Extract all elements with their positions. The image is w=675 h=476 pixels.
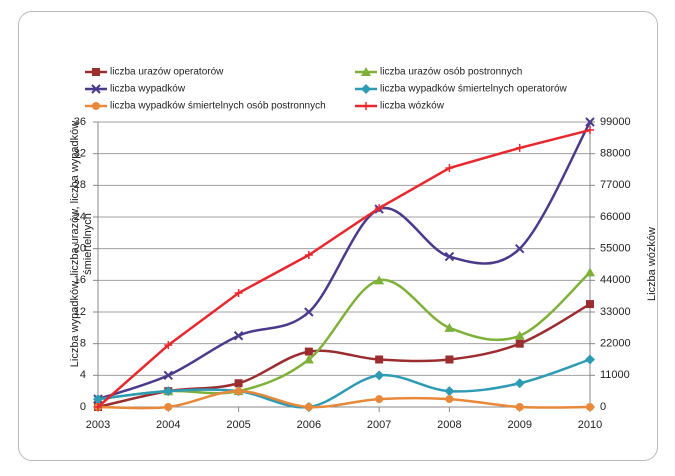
marker bbox=[586, 403, 594, 411]
legend-marker bbox=[362, 102, 370, 110]
marker bbox=[233, 331, 244, 341]
x-tick-label: 2005 bbox=[226, 419, 250, 431]
y-tick-label: 28 bbox=[74, 179, 86, 191]
marker bbox=[234, 289, 243, 297]
y2-tick-label: 77000 bbox=[600, 179, 631, 191]
x-tick-label: 2003 bbox=[86, 419, 110, 431]
marker bbox=[375, 355, 384, 364]
y2-tick-label: 0 bbox=[600, 401, 606, 413]
y-tick-label: 12 bbox=[74, 306, 86, 318]
marker bbox=[514, 378, 525, 389]
y2-tick-label: 88000 bbox=[600, 148, 631, 160]
series bbox=[94, 126, 594, 411]
y2-axis-label: Liczba wózków bbox=[646, 227, 658, 301]
marker bbox=[304, 347, 313, 356]
x-tick-label: 2010 bbox=[578, 419, 602, 431]
marker bbox=[234, 379, 243, 388]
marker bbox=[304, 307, 314, 317]
y2-tick-label: 22000 bbox=[600, 338, 631, 350]
marker bbox=[374, 370, 385, 381]
series-line bbox=[97, 389, 591, 410]
marker bbox=[304, 251, 313, 259]
y-tick-label: 20 bbox=[74, 243, 86, 255]
marker bbox=[303, 354, 314, 364]
y2-tick-label: 66000 bbox=[600, 211, 631, 223]
x-tick-label: 2004 bbox=[156, 419, 180, 431]
marker bbox=[234, 387, 243, 396]
marker bbox=[164, 341, 173, 350]
marker bbox=[163, 370, 173, 381]
y-tick-label: 0 bbox=[80, 401, 86, 413]
frame bbox=[18, 11, 658, 461]
marker bbox=[515, 143, 524, 152]
y2-tick-label: 44000 bbox=[600, 274, 631, 286]
marker bbox=[585, 354, 595, 365]
series-line bbox=[97, 358, 591, 409]
y-tick-label: 8 bbox=[80, 338, 86, 350]
legend-marker bbox=[361, 84, 371, 94]
marker bbox=[514, 330, 525, 340]
legend-label: liczba wózków bbox=[380, 101, 445, 112]
y2-tick-label: 99000 bbox=[600, 116, 631, 128]
series-line bbox=[97, 128, 591, 408]
marker bbox=[585, 267, 595, 277]
legend-label: liczba wypadków śmiertelnych osób postro… bbox=[110, 101, 326, 112]
marker bbox=[444, 251, 455, 262]
legend-marker bbox=[92, 102, 100, 110]
marker bbox=[515, 243, 525, 254]
marker bbox=[445, 164, 454, 173]
y-tick-label: 24 bbox=[74, 211, 86, 223]
marker bbox=[445, 395, 454, 404]
marker bbox=[94, 403, 102, 411]
marker bbox=[586, 126, 594, 135]
marker bbox=[164, 403, 173, 411]
marker bbox=[444, 322, 455, 332]
series-line bbox=[97, 121, 592, 401]
marker bbox=[163, 386, 174, 397]
legend-label: liczba wypadków bbox=[110, 84, 186, 95]
legend-label: liczba urazów operatorów bbox=[110, 67, 224, 78]
marker bbox=[304, 403, 313, 411]
marker bbox=[445, 355, 454, 364]
marker bbox=[586, 300, 594, 309]
y2-tick-label: 11000 bbox=[600, 369, 630, 381]
marker bbox=[374, 275, 385, 285]
marker bbox=[515, 339, 524, 348]
y2-tick-label: 33000 bbox=[600, 306, 631, 318]
legend-label: liczba wypadków śmiertelnych operatorów bbox=[380, 84, 568, 95]
x-tick-label: 2006 bbox=[297, 419, 321, 431]
marker bbox=[444, 386, 455, 397]
x-tick-label: 2009 bbox=[507, 419, 531, 431]
series bbox=[93, 117, 595, 404]
y-tick-label: 36 bbox=[74, 116, 86, 128]
y-tick-label: 16 bbox=[74, 274, 86, 286]
marker bbox=[515, 403, 524, 411]
marker bbox=[585, 117, 595, 127]
legend-label: liczba urazów osób postronnych bbox=[380, 67, 522, 78]
series-line bbox=[97, 271, 591, 401]
series bbox=[94, 387, 594, 411]
marker bbox=[93, 394, 103, 405]
y-tick-label: 32 bbox=[74, 148, 86, 160]
y2-tick-label: 55000 bbox=[600, 243, 631, 255]
legend-marker bbox=[92, 68, 100, 76]
legend-marker bbox=[91, 84, 101, 94]
marker bbox=[375, 204, 384, 213]
legend-marker bbox=[361, 67, 371, 76]
marker bbox=[375, 395, 384, 404]
x-tick-label: 2007 bbox=[367, 419, 391, 431]
x-tick-label: 2008 bbox=[437, 419, 461, 431]
y-tick-label: 4 bbox=[80, 369, 86, 381]
